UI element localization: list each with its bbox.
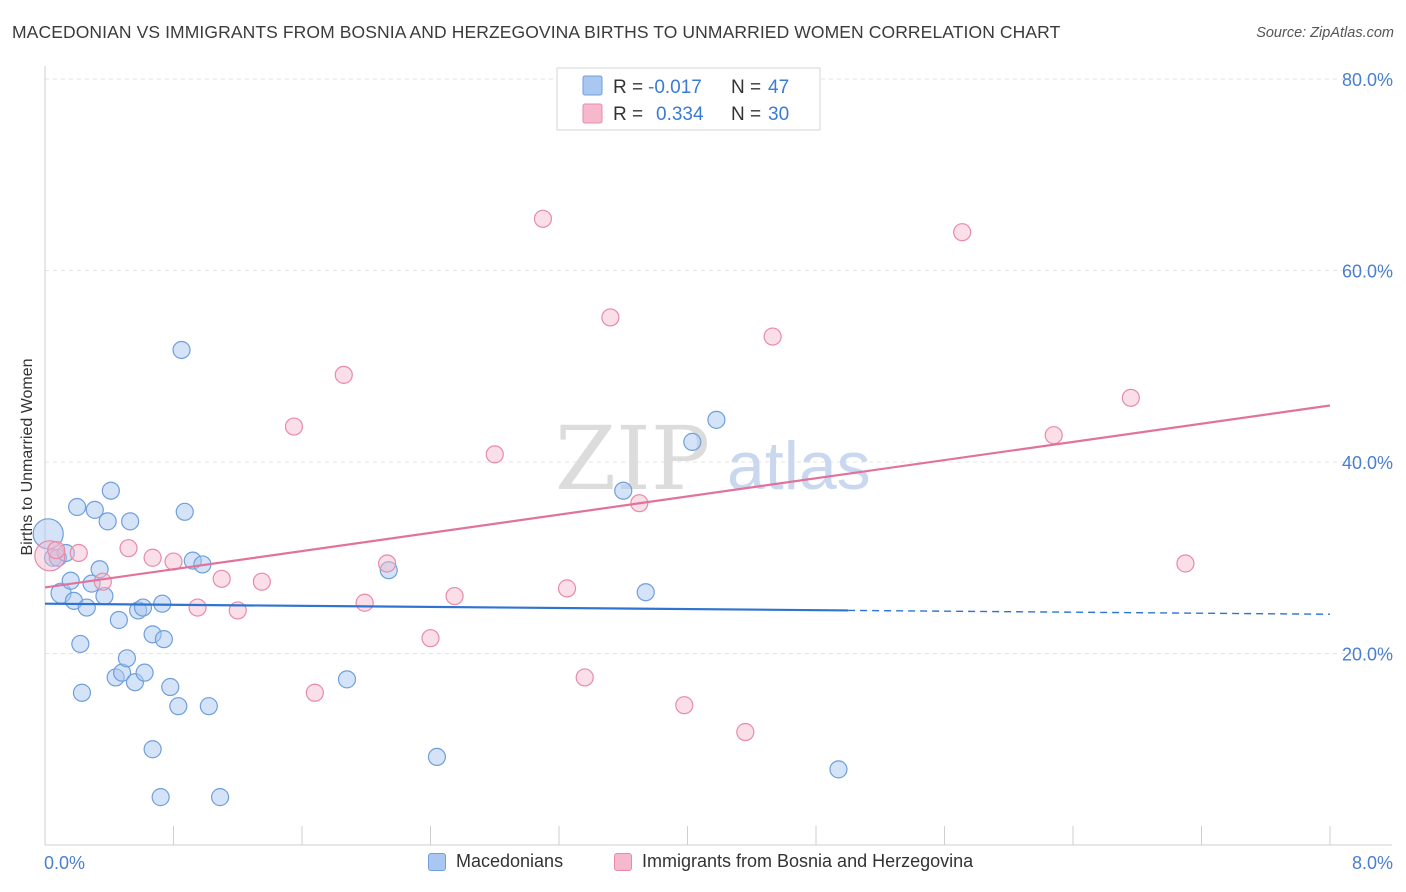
macedonian-point (72, 683, 92, 702)
macedonian-point (109, 610, 128, 630)
legend-n-label-1: N = (731, 77, 761, 98)
macedonian-point (161, 677, 180, 697)
y-tick-label: 80.0% (1342, 70, 1393, 90)
legend-r-label-1: R = (613, 77, 643, 98)
bosnia-point (334, 365, 353, 384)
legend-top: R = -0.017 N = 47 R = 0.334 N = 30 (556, 67, 821, 131)
macedonian-point (133, 598, 153, 617)
bosnia-points (34, 209, 1195, 742)
macedonian-point (707, 410, 726, 429)
bosnia-point (675, 696, 694, 715)
bosnia-point (305, 683, 324, 702)
tick-labels: 20.0% 40.0% 60.0% 80.0% 0.0% 8.0% (44, 70, 1393, 873)
macedonian-point (98, 512, 117, 531)
macedonian-point (68, 497, 87, 517)
bosnia-trend-line (44, 404, 1331, 589)
macedonian-point (172, 340, 191, 360)
y-tick-label: 60.0% (1342, 262, 1393, 282)
macedonian-point (379, 561, 398, 580)
bosnia-point (93, 572, 112, 591)
macedonian-point (154, 630, 173, 649)
watermark-atlas: atlas (727, 428, 871, 504)
bosnia-point (736, 722, 755, 742)
macedonian-point (117, 649, 137, 668)
bosnia-point (763, 327, 782, 346)
macedonian-point (61, 571, 80, 590)
macedonian-point (199, 697, 218, 716)
legend-r-label-2: R = (613, 104, 643, 125)
macedonian-point (427, 747, 447, 767)
macedonian-point (636, 583, 655, 602)
legend-r-value-1: -0.017 (648, 77, 702, 98)
bosnia-point (212, 569, 231, 588)
bosnia-point (378, 554, 397, 573)
macedonian-point (683, 432, 702, 451)
macedonians-trend-extension (848, 609, 1331, 615)
bosnia-point (355, 593, 374, 612)
chart-title: MACEDONIAN VS IMMIGRANTS FROM BOSNIA AND… (12, 22, 1061, 42)
legend-swatch-macedonians (428, 852, 446, 871)
bosnia-point (485, 445, 504, 464)
macedonian-point (210, 788, 230, 807)
macedonian-point (77, 598, 96, 617)
legend-item-bosnia[interactable]: Immigrants from Bosnia and Herzegovina (614, 851, 973, 872)
legend-item-macedonians[interactable]: Macedonians (428, 851, 563, 872)
macedonians-trend-line (44, 602, 849, 612)
watermark-zip: ZIP (555, 407, 710, 510)
macedonians-points (32, 340, 848, 807)
bosnia-point (575, 668, 594, 687)
x-tick-label: 0.0% (44, 853, 85, 873)
legend-r-value-2: 0.334 (656, 104, 704, 125)
macedonian-point (169, 697, 188, 716)
x-tick-label: 8.0% (1352, 853, 1393, 873)
trend-lines (44, 404, 1331, 615)
legend-label-macedonians: Macedonians (456, 851, 564, 871)
bosnia-point (601, 308, 620, 327)
macedonian-point (101, 481, 120, 500)
legend-n-label-2: N = (731, 104, 761, 125)
macedonian-point (151, 788, 170, 807)
macedonian-point (135, 663, 154, 682)
macedonian-point (614, 481, 633, 500)
legend-swatch-blue (582, 75, 603, 96)
macedonian-point (71, 634, 90, 654)
y-tick-label: 40.0% (1342, 453, 1393, 473)
legend-n-value-2: 30 (768, 104, 789, 125)
bosnia-point (252, 572, 271, 591)
bosnia-point (47, 540, 66, 560)
bosnia-point (1176, 554, 1195, 573)
macedonian-point (121, 512, 140, 531)
bosnia-point (69, 543, 88, 563)
macedonian-point (175, 502, 194, 521)
bosnia-point (143, 548, 162, 567)
bosnia-point (1044, 426, 1063, 445)
macedonian-point (829, 760, 848, 779)
bosnia-point (1121, 388, 1140, 407)
legend-swatch-pink (582, 103, 603, 124)
source-credit: Source: ZipAtlas.com (1256, 25, 1394, 41)
bosnia-point (284, 417, 304, 436)
macedonian-point (143, 740, 162, 759)
macedonian-point (85, 500, 104, 519)
bosnia-point (119, 539, 138, 558)
bosnia-point (533, 209, 553, 228)
axes (44, 66, 1392, 846)
bosnia-point (953, 223, 972, 242)
macedonian-point (337, 670, 357, 689)
watermark: ZIP atlas (555, 407, 871, 510)
bosnia-point (421, 629, 440, 648)
legend-swatch-bosnia (614, 852, 632, 871)
legend-bottom: Macedonians Immigrants from Bosnia and H… (0, 851, 1406, 877)
bosnia-point (445, 586, 464, 606)
bosnia-point (188, 598, 207, 617)
legend-n-value-1: 47 (768, 77, 789, 98)
legend-label-bosnia: Immigrants from Bosnia and Herzegovina (642, 851, 974, 871)
bosnia-point (557, 579, 577, 598)
y-tick-label: 20.0% (1342, 645, 1393, 665)
